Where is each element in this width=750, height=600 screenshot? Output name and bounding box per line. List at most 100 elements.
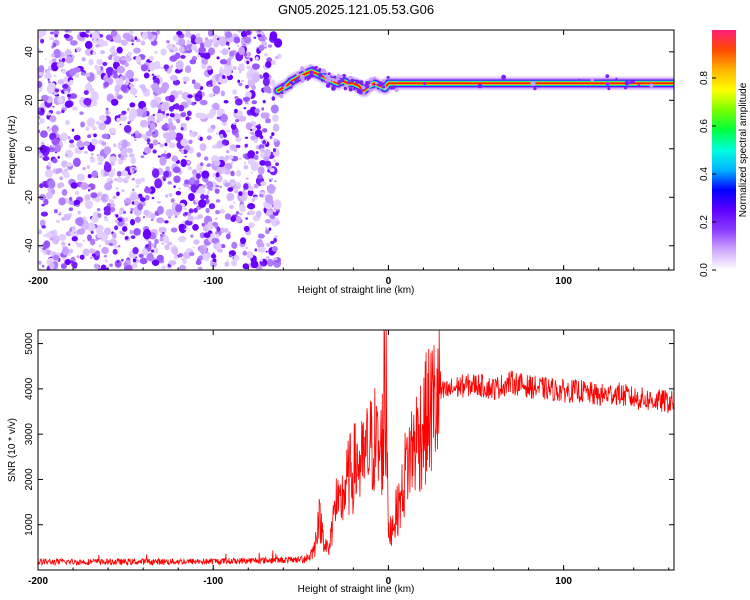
noise-speckle [254,108,260,114]
noise-speckle [112,195,117,200]
carrier-speckle [368,83,373,87]
noise-speckle [224,155,229,161]
noise-speckle [242,96,251,102]
noise-speckle [243,52,248,57]
y-tick-label: 20 [24,94,35,106]
noise-speckle [119,141,123,144]
noise-speckle [64,101,72,108]
x-tick-label: -100 [203,576,223,587]
noise-speckle [236,170,242,177]
noise-speckle [249,73,253,77]
noise-speckle [108,127,117,134]
y-tick-label: 5000 [24,332,35,355]
noise-speckle [241,37,244,40]
noise-speckle [62,83,69,89]
carrier-speckle [378,83,382,87]
noise-speckle [206,222,214,230]
noise-speckle [240,79,245,83]
noise-speckle [249,123,254,127]
noise-speckle [97,162,101,165]
noise-speckle [96,208,101,212]
noise-speckle [159,156,167,166]
noise-speckle [129,87,138,95]
noise-speckle [50,149,53,152]
noise-speckle [111,98,119,106]
noise-speckle [47,78,50,81]
noise-speckle [214,188,220,194]
noise-speckle [264,218,272,224]
noise-speckle [253,36,257,39]
noise-speckle [105,107,109,111]
carrier-speckle [342,73,346,78]
noise-speckle [40,130,48,138]
noise-speckle [132,246,139,255]
noise-speckle [201,64,207,70]
noise-speckle [245,177,249,180]
noise-speckle [215,199,221,203]
noise-speckle [223,99,229,104]
carrier-speckle [378,81,381,84]
noise-speckle [180,126,184,131]
noise-speckle [185,116,190,121]
noise-speckle [189,129,192,133]
noise-speckle [102,61,108,67]
noise-speckle [132,188,135,192]
y-tick-label: -20 [24,190,35,205]
noise-speckle [230,161,234,164]
carrier-speckle [325,77,331,83]
noise-speckle [71,228,76,233]
noise-speckle [242,263,250,270]
colorbar-tick-label: 0.4 [699,167,710,181]
noise-speckle [219,59,228,65]
noise-speckle [95,225,104,235]
carrier-speckle [340,75,344,79]
noise-speckle [73,157,81,168]
noise-speckle [140,40,146,46]
noise-speckle [83,105,86,108]
noise-speckle [224,160,228,163]
noise-speckle [188,139,193,145]
carrier-speckle [373,83,376,86]
noise-speckle [61,246,70,256]
noise-speckle [77,139,82,145]
noise-speckle [109,263,113,268]
noise-speckle [148,62,156,70]
noise-speckle [218,36,227,47]
noise-speckle [256,33,262,38]
noise-speckle [155,233,159,236]
y-tick-label: -40 [24,238,35,253]
noise-speckle [131,201,135,205]
noise-speckle [235,118,240,123]
noise-speckle [90,152,94,157]
noise-speckle [253,139,259,144]
carrier-speckle [615,77,618,80]
noise-speckle [121,189,125,193]
noise-speckle [58,197,66,206]
carrier-speckle [369,77,374,82]
noise-speckle [203,232,211,238]
noise-speckle [220,68,225,74]
noise-speckle [119,123,122,126]
noise-speckle [103,217,109,222]
noise-speckle [219,66,223,69]
noise-speckle [76,228,86,235]
noise-speckle [113,55,121,63]
noise-speckle [264,160,272,167]
noise-speckle [55,237,59,239]
noise-speckle [271,114,279,123]
noise-speckle [200,99,208,106]
noise-speckle [165,193,169,198]
carrier-speckle [331,74,334,77]
noise-speckle [160,102,169,111]
noise-speckle [84,40,93,49]
noise-speckle [161,265,166,270]
noise-speckle [93,38,98,44]
noise-speckle [229,50,235,57]
noise-speckle [251,72,261,83]
noise-speckle [43,198,49,206]
noise-speckle [58,182,65,188]
carrier-track [271,64,674,99]
noise-speckle [40,38,45,44]
carrier-speckle [530,81,536,87]
noise-speckle [230,216,237,223]
